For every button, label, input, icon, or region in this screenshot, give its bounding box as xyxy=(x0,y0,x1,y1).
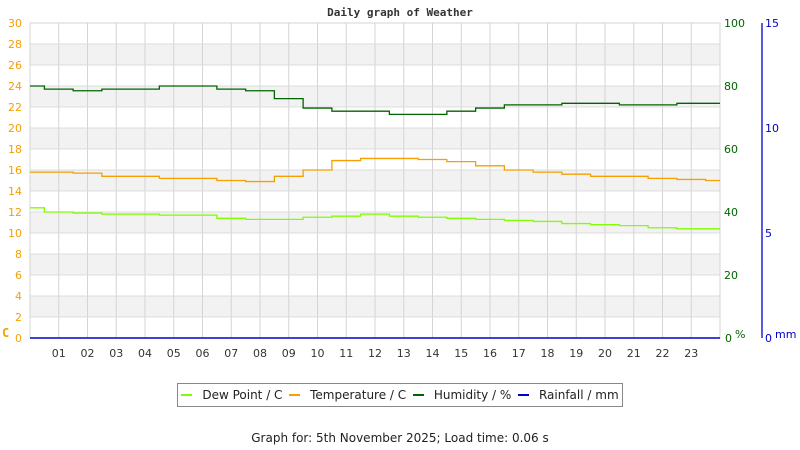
x-axis-ticks: 01 02 03 04 05 06 07 08 09 10 11 12 13 14 15 16 17 18 19 20… xyxy=(52,347,699,360)
left-tick-label: 12 xyxy=(8,206,22,219)
x-tick-label: 19 xyxy=(569,347,583,360)
legend-label: Temperature / C xyxy=(310,388,407,402)
series-lines xyxy=(30,85,720,339)
x-tick-label: 13 xyxy=(397,347,411,360)
x-tick-label: 09 xyxy=(282,347,296,360)
x-tick-label: 04 xyxy=(138,347,152,360)
left-tick-label: 16 xyxy=(8,164,22,177)
x-tick-label: 16 xyxy=(483,347,497,360)
rainfall-axis-ticks: 0 5 10 15 xyxy=(765,17,779,345)
x-tick-label: 06 xyxy=(196,347,210,360)
legend-swatch-rainfall xyxy=(517,394,529,396)
series-line-temperature xyxy=(30,157,720,183)
series-line-dew-point xyxy=(30,207,720,230)
left-tick-label: 10 xyxy=(8,227,22,240)
x-tick-label: 21 xyxy=(627,347,641,360)
legend-item-humidity: Humidity / % xyxy=(412,388,512,402)
chart-title: Daily graph of Weather xyxy=(327,6,473,19)
left-tick-label: 0 xyxy=(15,332,22,345)
x-tick-label: 17 xyxy=(512,347,526,360)
graph-footer-info: Graph for: 5th November 2025; Load time:… xyxy=(251,431,549,445)
x-tick-label: 05 xyxy=(167,347,181,360)
x-tick-label: 08 xyxy=(253,347,267,360)
rainfall-tick-label: 15 xyxy=(765,17,779,30)
left-tick-label: 2 xyxy=(15,311,22,324)
legend-item-temperature: Temperature / C xyxy=(289,388,406,402)
legend-swatch-dew-point xyxy=(181,394,193,396)
rainfall-tick-label: 0 xyxy=(765,332,772,345)
legend-label: Humidity / % xyxy=(433,388,512,402)
left-tick-label: 24 xyxy=(8,80,22,93)
vertical-gridlines xyxy=(58,23,692,338)
x-tick-label: 14 xyxy=(426,347,440,360)
x-tick-label: 10 xyxy=(311,347,325,360)
x-tick-label: 07 xyxy=(224,347,238,360)
legend-item-rainfall: Rainfall / mm xyxy=(517,388,619,402)
x-tick-label: 18 xyxy=(541,347,555,360)
humidity-tick-label: 100 xyxy=(724,17,745,30)
humidity-axis-ticks: 0 20 40 60 80 100 xyxy=(724,17,745,345)
left-tick-label: 20 xyxy=(8,122,22,135)
rainfall-tick-label: 5 xyxy=(765,227,772,240)
left-tick-label: 22 xyxy=(8,101,22,114)
legend-item-dew-point: Dew Point / C xyxy=(181,388,282,402)
left-tick-label: 8 xyxy=(15,248,22,261)
x-tick-label: 02 xyxy=(81,347,95,360)
rainfall-tick-label: 10 xyxy=(765,122,779,135)
humidity-tick-label: 40 xyxy=(724,206,738,219)
left-tick-label: 14 xyxy=(8,185,22,198)
x-tick-label: 15 xyxy=(454,347,468,360)
humidity-tick-label: 0 xyxy=(725,332,732,345)
x-tick-label: 23 xyxy=(684,347,698,360)
x-tick-label: 20 xyxy=(598,347,612,360)
legend-swatch-temperature xyxy=(289,394,301,396)
x-tick-label: 22 xyxy=(656,347,670,360)
humidity-tick-label: 80 xyxy=(724,80,738,93)
series-line-humidity xyxy=(30,85,720,115)
legend-label: Dew Point / C xyxy=(202,388,283,402)
humidity-tick-label: 60 xyxy=(724,143,738,156)
horizontal-gridlines xyxy=(30,22,720,339)
x-tick-label: 03 xyxy=(109,347,123,360)
left-tick-label: 28 xyxy=(8,38,22,51)
left-tick-label: 4 xyxy=(15,290,22,303)
rainfall-axis-unit-label: mm xyxy=(775,328,796,341)
legend-label: Rainfall / mm xyxy=(538,388,619,402)
humidity-axis-unit-label: % xyxy=(735,328,745,341)
x-tick-label: 12 xyxy=(368,347,382,360)
left-axis-unit-label: C xyxy=(2,326,9,340)
chart-legend: Dew Point / C Temperature / C Humidity /… xyxy=(177,383,623,407)
x-tick-label: 11 xyxy=(339,347,353,360)
left-tick-label: 6 xyxy=(15,269,22,282)
left-tick-label: 30 xyxy=(8,17,22,30)
x-tick-label: 01 xyxy=(52,347,66,360)
legend-swatch-humidity xyxy=(412,394,424,396)
humidity-tick-label: 20 xyxy=(724,269,738,282)
left-tick-label: 18 xyxy=(8,143,22,156)
left-tick-label: 26 xyxy=(8,59,22,72)
